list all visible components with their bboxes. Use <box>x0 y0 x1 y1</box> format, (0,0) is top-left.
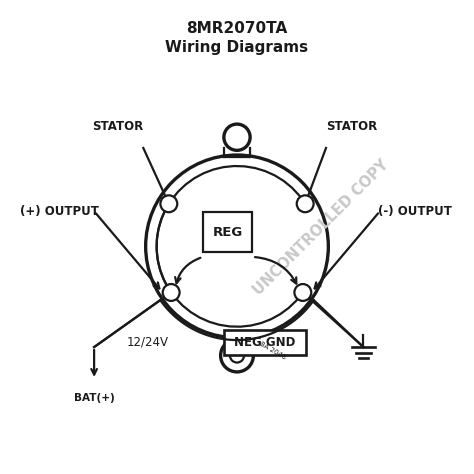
Text: NEG GND: NEG GND <box>235 336 296 349</box>
Text: (-) OUTPUT: (-) OUTPUT <box>378 205 452 218</box>
Text: UNCONTROLLED COPY: UNCONTROLLED COPY <box>251 157 392 298</box>
Text: BAT(+): BAT(+) <box>74 392 115 403</box>
Text: Wiring Diagrams: Wiring Diagrams <box>165 40 309 55</box>
Bar <box>203 212 252 252</box>
Bar <box>224 329 306 356</box>
Text: (+) OUTPUT: (+) OUTPUT <box>19 205 99 218</box>
Circle shape <box>160 195 177 212</box>
Circle shape <box>294 284 311 301</box>
Circle shape <box>163 284 180 301</box>
Text: 8MR2070TA: 8MR2070TA <box>186 21 288 36</box>
Text: 12/24V: 12/24V <box>127 336 169 349</box>
Text: REG: REG <box>212 226 243 239</box>
Text: STATOR: STATOR <box>326 120 377 133</box>
Text: STATOR: STATOR <box>92 120 143 133</box>
Text: 8A 2048: 8A 2048 <box>258 341 286 361</box>
Circle shape <box>297 195 314 212</box>
